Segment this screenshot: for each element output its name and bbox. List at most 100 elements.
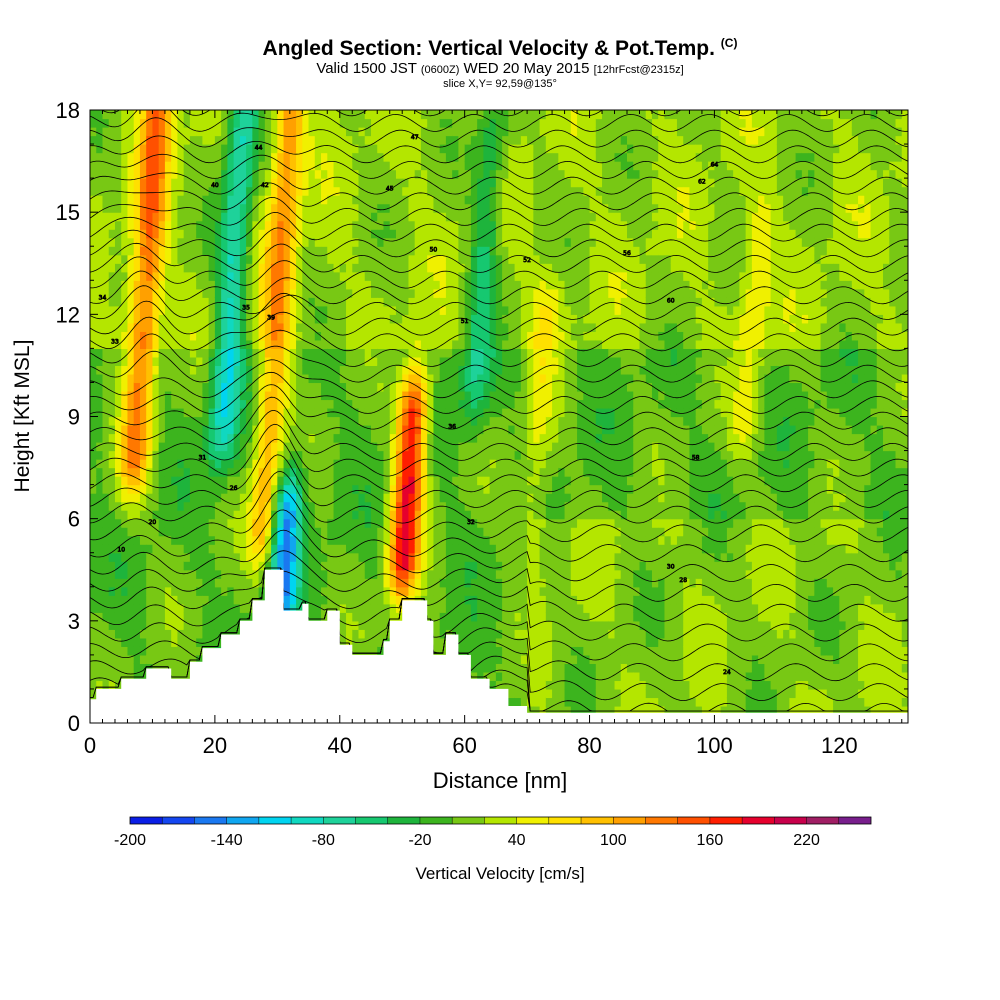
velocity-cell bbox=[252, 382, 260, 392]
velocity-cell bbox=[133, 629, 141, 639]
velocity-cell bbox=[377, 382, 385, 392]
velocity-cell bbox=[202, 467, 210, 477]
velocity-cell bbox=[364, 178, 372, 188]
velocity-cell bbox=[164, 322, 172, 332]
velocity-cell bbox=[289, 186, 297, 196]
velocity-cell bbox=[164, 178, 172, 188]
velocity-cell bbox=[339, 135, 347, 145]
velocity-cell bbox=[420, 450, 428, 460]
velocity-cell bbox=[233, 552, 241, 562]
velocity-cell bbox=[90, 280, 97, 290]
velocity-cell bbox=[502, 603, 509, 613]
velocity-cell bbox=[433, 629, 441, 639]
velocity-cell bbox=[227, 246, 235, 256]
velocity-cell bbox=[133, 433, 141, 443]
velocity-cell bbox=[239, 527, 247, 537]
velocity-cell bbox=[283, 390, 291, 401]
velocity-cell bbox=[277, 220, 285, 230]
velocity-cell bbox=[495, 339, 503, 349]
velocity-cell bbox=[221, 195, 228, 205]
velocity-cell bbox=[383, 450, 391, 460]
velocity-cell bbox=[196, 646, 203, 656]
velocity-cell bbox=[445, 297, 453, 307]
velocity-cell bbox=[102, 552, 110, 562]
velocity-cell bbox=[114, 348, 122, 358]
velocity-cell bbox=[214, 195, 222, 205]
velocity-cell bbox=[452, 459, 460, 469]
velocity-cell bbox=[277, 544, 285, 554]
velocity-cell bbox=[489, 229, 497, 239]
velocity-cell bbox=[383, 195, 391, 205]
velocity-cell bbox=[189, 586, 197, 596]
velocity-cell bbox=[346, 390, 353, 401]
velocity-cell bbox=[377, 544, 385, 554]
velocity-cell bbox=[489, 476, 497, 486]
velocity-cell bbox=[346, 416, 353, 426]
velocity-cell bbox=[258, 314, 266, 324]
velocity-cell bbox=[433, 390, 441, 401]
velocity-cell bbox=[202, 314, 210, 324]
velocity-cell bbox=[221, 535, 228, 545]
velocity-cell bbox=[352, 169, 360, 179]
velocity-cell bbox=[177, 654, 185, 664]
velocity-cell bbox=[121, 510, 129, 520]
velocity-cell bbox=[308, 110, 316, 120]
velocity-cell bbox=[508, 144, 516, 154]
velocity-cell bbox=[102, 263, 110, 273]
velocity-cell bbox=[264, 493, 272, 503]
velocity-cell bbox=[327, 484, 335, 494]
velocity-cell bbox=[427, 390, 435, 401]
velocity-cell bbox=[246, 203, 253, 213]
velocity-cell bbox=[302, 390, 310, 401]
velocity-cell bbox=[308, 144, 316, 154]
velocity-cell bbox=[333, 322, 341, 332]
velocity-cell bbox=[208, 339, 216, 349]
velocity-cell bbox=[321, 433, 328, 443]
velocity-cell bbox=[296, 127, 303, 137]
velocity-cell bbox=[296, 527, 303, 537]
velocity-cell bbox=[202, 220, 210, 230]
velocity-cell bbox=[177, 425, 185, 435]
velocity-cell bbox=[414, 178, 422, 188]
velocity-cell bbox=[177, 416, 185, 426]
velocity-cell bbox=[202, 348, 210, 358]
velocity-cell bbox=[346, 356, 353, 367]
velocity-cell bbox=[495, 535, 503, 545]
velocity-cell bbox=[508, 314, 516, 324]
velocity-cell bbox=[439, 305, 447, 315]
velocity-cell bbox=[502, 527, 509, 537]
velocity-cell bbox=[177, 390, 185, 401]
velocity-cell bbox=[302, 476, 310, 486]
velocity-cell bbox=[108, 144, 116, 154]
velocity-cell bbox=[483, 288, 491, 298]
velocity-cell bbox=[171, 459, 179, 469]
velocity-cell bbox=[164, 271, 172, 281]
velocity-cell bbox=[177, 322, 185, 332]
velocity-cell bbox=[489, 382, 497, 392]
velocity-cell bbox=[183, 493, 191, 503]
velocity-cell bbox=[395, 595, 403, 605]
velocity-cell bbox=[477, 586, 484, 596]
velocity-cell bbox=[346, 399, 353, 409]
velocity-cell bbox=[108, 637, 116, 647]
velocity-cell bbox=[414, 229, 422, 239]
velocity-cell bbox=[196, 442, 203, 452]
velocity-cell bbox=[302, 518, 310, 528]
velocity-cell bbox=[289, 254, 297, 264]
velocity-cell bbox=[146, 476, 154, 486]
velocity-cell bbox=[108, 152, 116, 162]
velocity-cell bbox=[495, 510, 503, 520]
velocity-cell bbox=[233, 161, 241, 171]
velocity-cell bbox=[352, 399, 360, 409]
velocity-cell bbox=[252, 459, 260, 469]
velocity-cell bbox=[370, 450, 378, 460]
velocity-cell bbox=[146, 416, 154, 426]
velocity-cell bbox=[164, 169, 172, 179]
velocity-cell bbox=[464, 510, 472, 520]
velocity-cell bbox=[258, 390, 266, 401]
velocity-cell bbox=[133, 586, 141, 596]
velocity-cell bbox=[333, 348, 341, 358]
velocity-cell bbox=[302, 305, 310, 315]
velocity-cell bbox=[227, 135, 235, 145]
velocity-cell bbox=[352, 595, 360, 605]
